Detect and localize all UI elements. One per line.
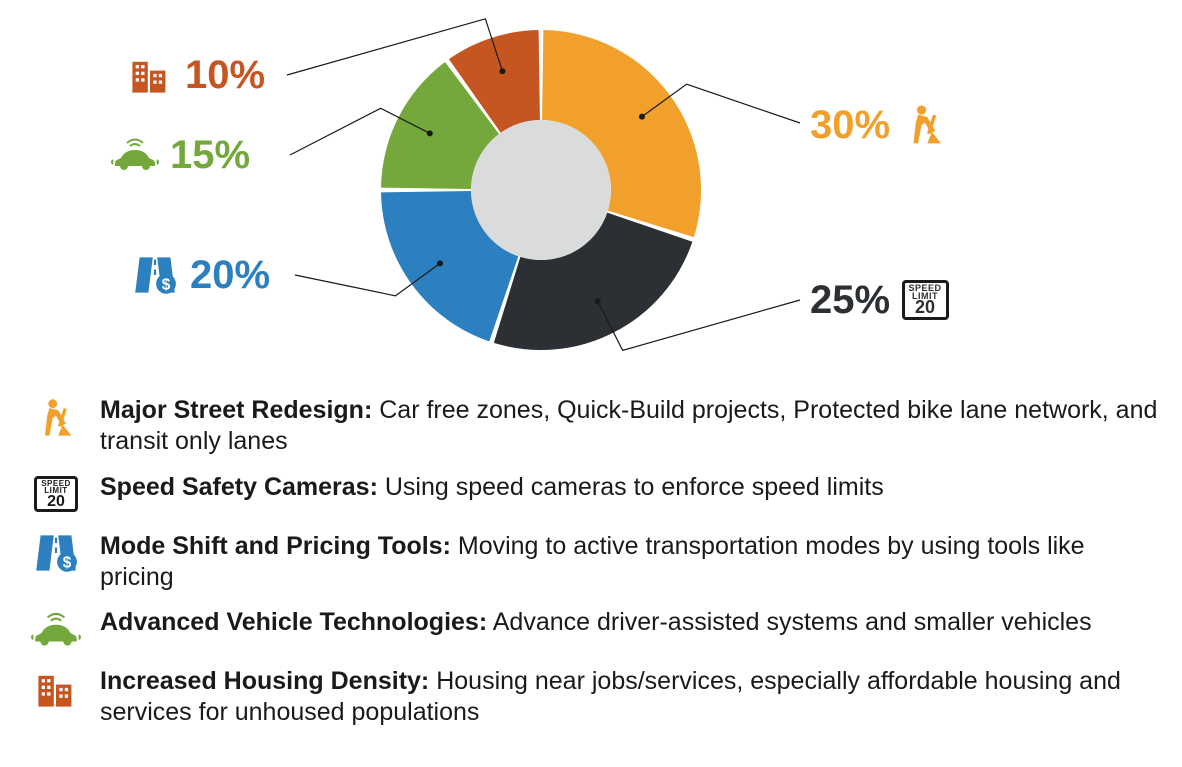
svg-text:$: $ [162,276,171,293]
buildings-icon [125,50,175,100]
callout-redesign-value: 30% [810,105,890,145]
legend: Major Street Redesign: Car free zones, Q… [30,395,1160,743]
callout-housing-value: 10% [185,55,265,95]
legend-row-modeshift: $ Mode Shift and Pricing Tools: Moving t… [30,531,1160,594]
road-dollar-icon: $ [30,531,82,576]
speed-sign-icon: SPEED LIMIT 20 [900,275,950,325]
callout-modeshift: $ 20% [130,250,270,300]
callout-modeshift-value: 20% [190,255,270,295]
legend-text-modeshift: Mode Shift and Pricing Tools: Moving to … [100,531,1160,594]
legend-row-housing: Increased Housing Density: Housing near … [30,666,1160,729]
road-dollar-icon: $ [130,250,180,300]
callout-avtech: 15% [110,130,250,180]
callout-redesign: 30% [810,100,950,150]
legend-row-cameras: SPEED LIMIT 20 Speed Safety Cameras: Usi… [30,472,1160,517]
legend-text-redesign: Major Street Redesign: Car free zones, Q… [100,395,1160,458]
donut-chart-area: 30% 25% SPEED LIMIT 20 [0,0,1182,380]
callout-cameras-value: 25% [810,280,890,320]
worker-icon [900,100,950,150]
callout-avtech-value: 15% [170,135,250,175]
speed-sign-icon: SPEED LIMIT 20 [30,472,82,517]
legend-text-housing: Increased Housing Density: Housing near … [100,666,1160,729]
legend-text-cameras: Speed Safety Cameras: Using speed camera… [100,472,884,503]
worker-icon [30,395,82,440]
legend-row-redesign: Major Street Redesign: Car free zones, Q… [30,395,1160,458]
donut-hole [471,120,611,260]
buildings-icon [30,666,82,711]
callout-cameras: 25% SPEED LIMIT 20 [810,275,950,325]
smart-car-icon [110,130,160,180]
smart-car-icon [30,607,82,652]
legend-text-avtech: Advanced Vehicle Technologies: Advance d… [100,607,1092,638]
svg-text:$: $ [63,554,72,571]
callout-housing: 10% [125,50,265,100]
legend-row-avtech: Advanced Vehicle Technologies: Advance d… [30,607,1160,652]
